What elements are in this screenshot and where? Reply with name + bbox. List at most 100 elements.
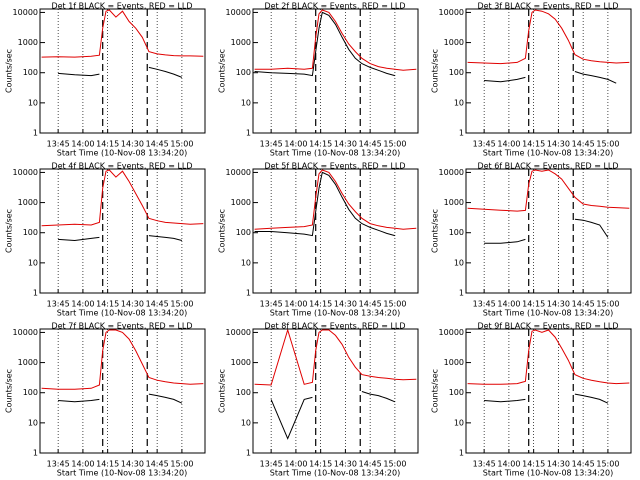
y-tick-label: 1 — [246, 289, 251, 298]
x-tick-label: 14:45 — [359, 300, 382, 309]
x-tick-label: 15:00 — [596, 300, 619, 309]
x-tick-label: 15:00 — [596, 140, 619, 149]
x-axis-label: Start Time (10-Nov-08 13:34:20) — [57, 469, 187, 478]
x-axis-label: Start Time (10-Nov-08 13:34:20) — [483, 469, 613, 478]
plot-frame — [252, 168, 419, 294]
plot-frame — [465, 328, 632, 454]
y-tick-label: 1000 — [231, 358, 251, 367]
panel: Det 5f BLACK = Events, RED = LLD Start Ti… — [218, 162, 419, 318]
series-line — [467, 9, 630, 65]
x-tick-label: 14:00 — [284, 140, 307, 149]
series-line — [58, 66, 183, 78]
x-tick-label: 14:45 — [146, 140, 169, 149]
chart-title: Det 5f BLACK = Events, RED = LLD — [264, 162, 405, 171]
x-tick-label: 15:00 — [383, 140, 406, 149]
panel: Det 8f BLACK = Events, RED = LLD Start Ti… — [218, 322, 419, 478]
y-tick-label: 100 — [236, 388, 251, 397]
x-tick-label: 14:30 — [334, 300, 357, 309]
x-tick-label: 14:45 — [146, 460, 169, 469]
x-tick-label: 13:45 — [260, 300, 283, 309]
x-tick-label: 14:30 — [334, 460, 357, 469]
y-tick-label: 1 — [459, 289, 464, 298]
series-line — [254, 169, 417, 230]
y-tick-label: 1000 — [231, 38, 251, 47]
x-axis-label: Start Time (10-Nov-08 13:34:20) — [483, 309, 613, 318]
panel: Det 7f BLACK = Events, RED = LLD Start Ti… — [5, 322, 206, 478]
y-tick-label: 10000 — [226, 328, 251, 337]
x-tick-label: 14:30 — [121, 140, 144, 149]
y-tick-label: 10000 — [226, 8, 251, 17]
series-line — [58, 235, 183, 242]
y-axis-label: Counts/sec — [218, 209, 227, 253]
x-axis-label: Start Time (10-Nov-08 13:34:20) — [270, 309, 400, 318]
plot-frame — [465, 8, 632, 134]
x-tick-label: 15:00 — [383, 300, 406, 309]
x-tick-label: 14:45 — [572, 460, 595, 469]
x-tick-label: 14:45 — [146, 300, 169, 309]
x-tick-label: 13:45 — [473, 140, 496, 149]
y-tick-label: 10 — [28, 418, 38, 427]
x-tick-label: 14:00 — [71, 140, 94, 149]
panel: Det 6f BLACK = Events, RED = LLD Start Ti… — [431, 162, 632, 318]
x-tick-label: 14:00 — [71, 460, 94, 469]
y-tick-label: 1 — [459, 129, 464, 138]
x-tick-label: 14:15 — [96, 140, 119, 149]
plot-frame — [465, 168, 632, 294]
x-tick-label: 14:30 — [547, 300, 570, 309]
y-tick-label: 10 — [241, 98, 251, 107]
y-tick-label: 100 — [449, 388, 464, 397]
chart-title: Det 3f BLACK = Events, RED = LLD — [477, 2, 618, 11]
series-line — [41, 329, 204, 390]
x-axis-label: Start Time (10-Nov-08 13:34:20) — [270, 469, 400, 478]
series-line — [484, 218, 609, 244]
x-tick-label: 14:00 — [497, 460, 520, 469]
x-tick-label: 14:15 — [522, 460, 545, 469]
x-tick-label: 15:00 — [383, 460, 406, 469]
plot-frame — [39, 168, 206, 294]
x-tick-label: 14:30 — [547, 140, 570, 149]
y-tick-label: 1 — [459, 449, 464, 458]
y-tick-label: 1 — [33, 129, 38, 138]
x-tick-label: 13:45 — [260, 460, 283, 469]
y-tick-label: 1000 — [231, 198, 251, 207]
series-line — [41, 9, 204, 58]
series-line — [467, 329, 630, 385]
y-tick-label: 10 — [454, 418, 464, 427]
x-tick-label: 14:45 — [359, 140, 382, 149]
y-tick-label: 1000 — [444, 198, 464, 207]
chart-title: Det 6f BLACK = Events, RED = LLD — [477, 162, 618, 171]
y-tick-label: 1000 — [18, 38, 38, 47]
y-tick-label: 1 — [246, 449, 251, 458]
series-line — [484, 393, 609, 404]
x-axis-label: Start Time (10-Nov-08 13:34:20) — [483, 149, 613, 158]
y-tick-label: 10000 — [226, 168, 251, 177]
x-tick-label: 13:45 — [473, 460, 496, 469]
series-line — [467, 169, 630, 212]
x-tick-label: 13:45 — [47, 140, 70, 149]
x-tick-label: 14:00 — [71, 300, 94, 309]
y-tick-label: 10000 — [439, 168, 464, 177]
y-tick-label: 100 — [23, 68, 38, 77]
series-line — [41, 169, 204, 227]
y-tick-label: 1000 — [18, 198, 38, 207]
x-tick-label: 14:30 — [547, 460, 570, 469]
x-tick-label: 14:00 — [497, 300, 520, 309]
x-tick-label: 15:00 — [596, 460, 619, 469]
y-tick-label: 100 — [23, 228, 38, 237]
series-line — [254, 171, 396, 237]
x-tick-label: 14:15 — [522, 300, 545, 309]
x-tick-label: 15:00 — [170, 300, 193, 309]
y-tick-label: 10000 — [439, 8, 464, 17]
series-line — [254, 329, 417, 386]
series-line — [270, 391, 396, 440]
y-tick-label: 1000 — [18, 358, 38, 367]
x-tick-label: 14:15 — [309, 460, 332, 469]
y-tick-label: 10 — [454, 98, 464, 107]
y-tick-label: 1 — [33, 289, 38, 298]
x-tick-label: 14:15 — [309, 140, 332, 149]
panel: Det 2f BLACK = Events, RED = LLD Start Ti… — [218, 2, 419, 158]
chart-title: Det 7f BLACK = Events, RED = LLD — [51, 322, 192, 331]
y-tick-label: 1000 — [444, 358, 464, 367]
y-tick-label: 10000 — [13, 168, 38, 177]
